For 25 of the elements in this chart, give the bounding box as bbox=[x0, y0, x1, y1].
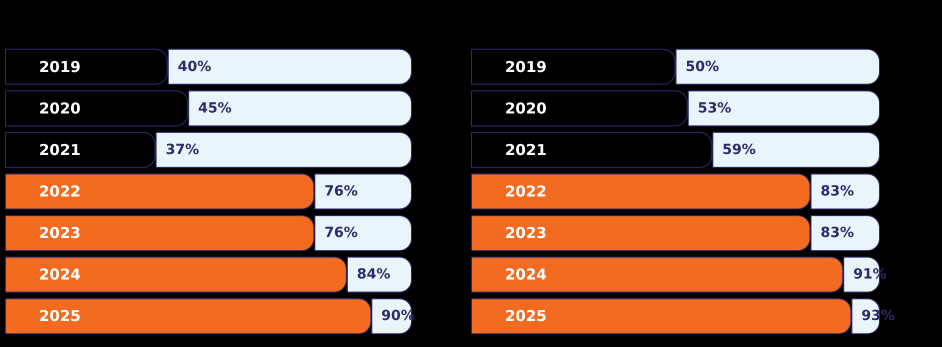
data-label: 45% bbox=[198, 100, 232, 116]
data-label: 84% bbox=[356, 266, 390, 283]
y-tick-label: 2022 bbox=[39, 182, 81, 200]
data-label: 53% bbox=[698, 100, 732, 116]
data-label: 76% bbox=[324, 225, 358, 242]
y-tick-label: 2019 bbox=[39, 58, 81, 76]
y-tick-label: 2024 bbox=[39, 266, 81, 284]
data-label: 37% bbox=[166, 142, 200, 158]
y-tick-label: 2025 bbox=[505, 307, 547, 326]
y-tick-label: 2025 bbox=[39, 307, 81, 326]
y-tick-label: 2021 bbox=[505, 140, 547, 159]
y-tick-label: 2022 bbox=[505, 182, 547, 200]
data-label: 76% bbox=[324, 184, 358, 200]
y-tick-label: 2024 bbox=[505, 266, 547, 284]
y-tick-label: 2021 bbox=[39, 140, 81, 159]
y-tick-label: 2020 bbox=[505, 99, 547, 118]
data-label: 83% bbox=[820, 184, 854, 200]
data-label: 59% bbox=[722, 142, 756, 158]
data-label: 50% bbox=[686, 58, 720, 75]
data-label: 83% bbox=[820, 225, 854, 242]
y-tick-label: 2019 bbox=[505, 58, 547, 76]
y-tick-label: 2020 bbox=[39, 99, 81, 118]
y-tick-label: 2023 bbox=[39, 224, 81, 242]
y-tick-label: 2023 bbox=[505, 224, 547, 242]
data-label: 40% bbox=[178, 58, 212, 75]
